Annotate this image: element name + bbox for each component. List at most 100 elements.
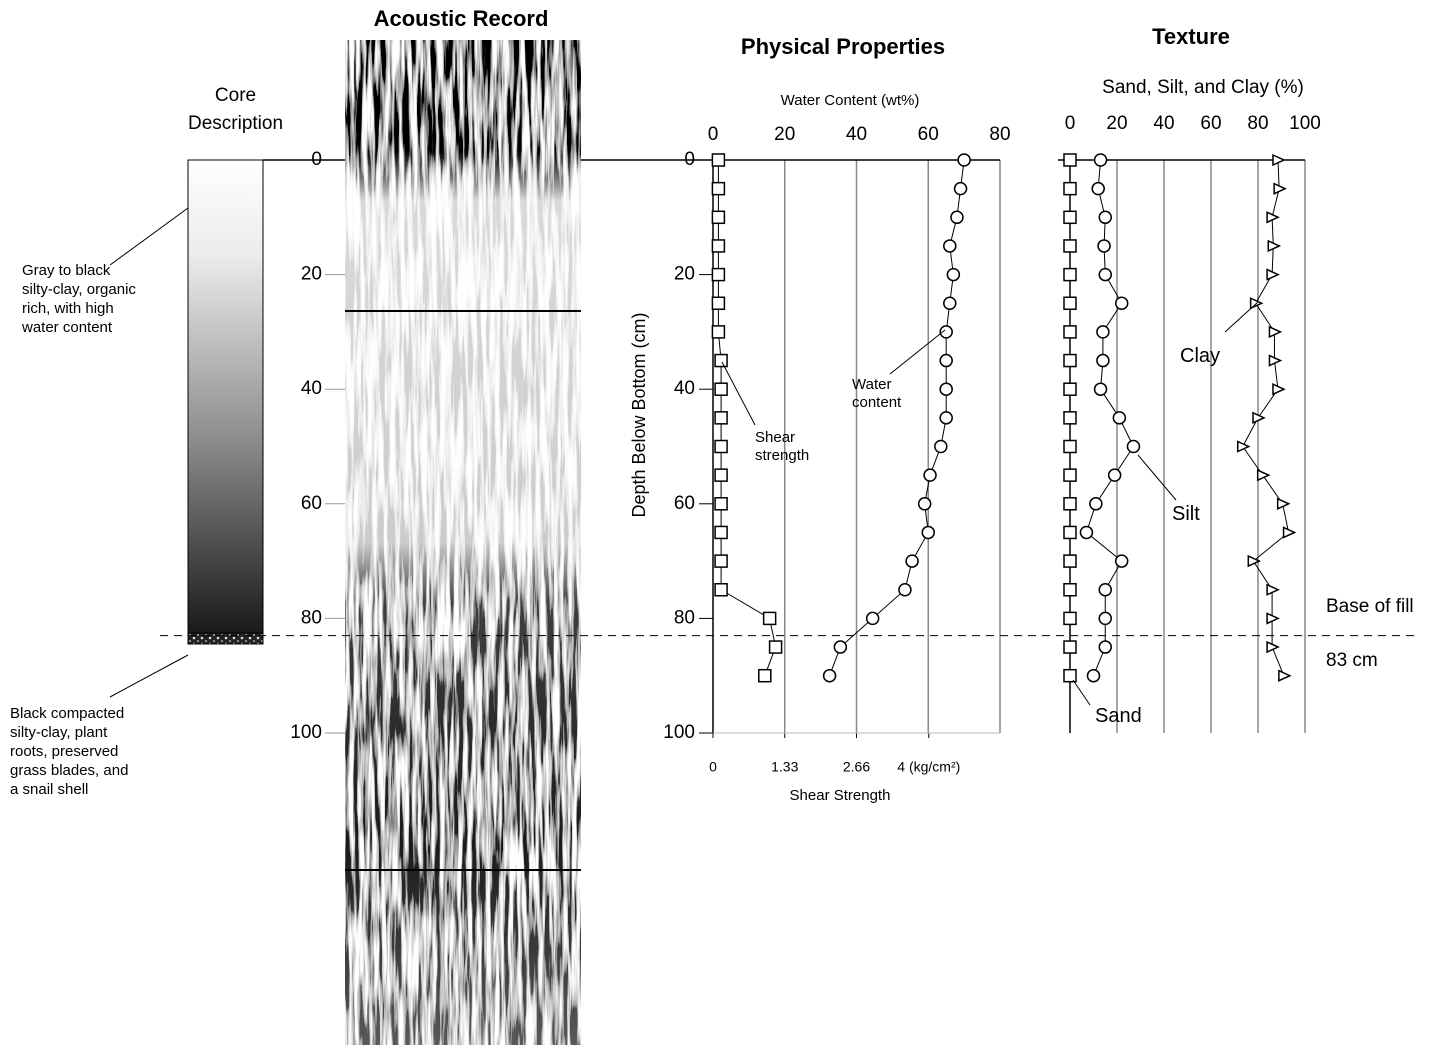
point (1063, 296, 1077, 310)
y-tick-label: 60 (674, 493, 695, 514)
point (1063, 468, 1077, 482)
point (1272, 153, 1286, 167)
point (1098, 583, 1112, 597)
point (953, 181, 968, 196)
point (1063, 181, 1077, 196)
point (1282, 526, 1297, 539)
y-tick-label: 0 (684, 149, 695, 170)
point (714, 411, 728, 425)
x-tick-label: 20 (1106, 113, 1127, 134)
point (714, 439, 728, 454)
point (950, 210, 964, 225)
acoustic-shade (345, 40, 581, 1045)
point (917, 497, 932, 511)
point (714, 353, 728, 368)
base-depth-label: 83 cm (1326, 650, 1378, 671)
point (1107, 468, 1122, 482)
point (1063, 382, 1077, 396)
y-tick-label: 60 (301, 493, 322, 514)
point (1063, 554, 1077, 568)
point (939, 382, 953, 396)
point (923, 468, 937, 482)
x-tick-label: 60 (1200, 113, 1221, 134)
series-label: Clay (1180, 345, 1221, 367)
point (758, 668, 772, 683)
core-base (187, 632, 264, 645)
x2-tick-label: 2.66 (843, 759, 870, 775)
point (1252, 411, 1266, 425)
point (768, 640, 783, 654)
point (1098, 267, 1112, 282)
point (1063, 611, 1077, 626)
core-column (187, 159, 264, 634)
point (957, 153, 971, 167)
series-label: Water content (852, 376, 902, 411)
point (865, 611, 880, 626)
series-line (1085, 159, 1135, 676)
point (714, 583, 728, 597)
point (1089, 497, 1103, 511)
y-tick-label: 80 (301, 607, 322, 628)
point (1063, 497, 1077, 511)
y-tick-label: 100 (290, 722, 322, 743)
point (822, 668, 837, 683)
point (943, 296, 957, 310)
point (1256, 468, 1271, 482)
point (714, 497, 728, 511)
point (711, 153, 726, 167)
point (1063, 210, 1077, 225)
core-note: Gray to black silty-clay, organic rich, … (22, 262, 136, 336)
point (1112, 411, 1127, 425)
point (1079, 525, 1094, 540)
point (1063, 411, 1077, 425)
point (905, 554, 919, 568)
point (1266, 612, 1280, 625)
x-axis-label: Sand, Silt, and Clay (%) (1102, 77, 1304, 98)
point (1247, 554, 1262, 568)
point (1266, 583, 1280, 596)
y-tick-label: 40 (674, 378, 695, 399)
point (1063, 668, 1077, 683)
leader (1224, 301, 1259, 333)
point (943, 239, 957, 253)
point (711, 210, 726, 225)
point (1236, 440, 1251, 453)
leader (1137, 454, 1177, 501)
point (939, 325, 953, 339)
x-tick-label: 100 (1289, 113, 1321, 134)
point (1266, 268, 1280, 281)
series-label: Silt (1172, 503, 1200, 525)
core-title: Core Description (188, 85, 284, 134)
point (714, 382, 728, 396)
point (1093, 153, 1108, 167)
point (1063, 525, 1077, 540)
point (946, 267, 961, 282)
point (1096, 353, 1110, 368)
series-label: Shear strength (755, 429, 810, 464)
chart-title: Physical Properties (741, 34, 945, 59)
point (711, 296, 726, 310)
x2-tick-label: 4 (kg/cm²) (897, 759, 960, 775)
point (1267, 239, 1282, 253)
x-tick-label: 20 (774, 124, 795, 145)
point (711, 239, 726, 253)
point (714, 468, 728, 482)
x2-tick-label: 1.33 (771, 759, 798, 775)
point (1063, 353, 1077, 368)
point (1276, 497, 1291, 510)
point (1098, 611, 1112, 626)
point (1268, 354, 1283, 367)
point (1063, 153, 1077, 167)
point (1272, 383, 1286, 396)
core-note: Black compacted silty-clay, plant roots,… (10, 705, 129, 798)
x-tick-label: 0 (708, 124, 719, 145)
point (714, 554, 728, 568)
point (1098, 640, 1112, 654)
y-tick-label: 20 (674, 264, 695, 285)
y-tick-label: 80 (674, 607, 695, 628)
point (1126, 439, 1141, 454)
x-tick-label: 40 (1153, 113, 1174, 134)
point (1063, 239, 1077, 253)
point (1273, 182, 1287, 195)
